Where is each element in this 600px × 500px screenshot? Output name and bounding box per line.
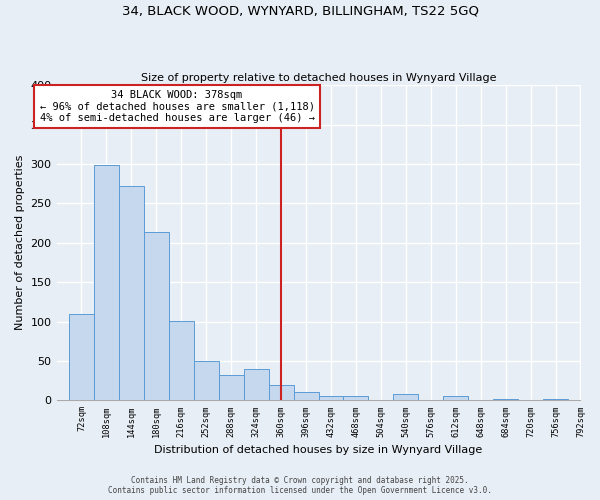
Bar [69, 314, 94, 400]
Text: Contains HM Land Registry data © Crown copyright and database right 2025.
Contai: Contains HM Land Registry data © Crown c… [108, 476, 492, 495]
Bar [94, 164, 119, 400]
Text: 34 BLACK WOOD: 378sqm
← 96% of detached houses are smaller (1,118)
4% of semi-de: 34 BLACK WOOD: 378sqm ← 96% of detached … [40, 90, 314, 123]
Bar [443, 396, 468, 400]
Bar [293, 392, 319, 400]
Text: 34, BLACK WOOD, WYNYARD, BILLINGHAM, TS22 5GQ: 34, BLACK WOOD, WYNYARD, BILLINGHAM, TS2… [121, 5, 479, 18]
Bar [343, 396, 368, 400]
Bar [394, 394, 418, 400]
Bar [144, 232, 169, 400]
Y-axis label: Number of detached properties: Number of detached properties [15, 155, 25, 330]
Title: Size of property relative to detached houses in Wynyard Village: Size of property relative to detached ho… [141, 73, 496, 83]
Bar [543, 398, 568, 400]
Bar [194, 361, 219, 401]
Bar [493, 398, 518, 400]
Bar [219, 375, 244, 400]
X-axis label: Distribution of detached houses by size in Wynyard Village: Distribution of detached houses by size … [154, 445, 482, 455]
Bar [319, 396, 343, 400]
Bar [119, 186, 144, 400]
Bar [244, 369, 269, 400]
Bar [269, 384, 293, 400]
Bar [169, 320, 194, 400]
